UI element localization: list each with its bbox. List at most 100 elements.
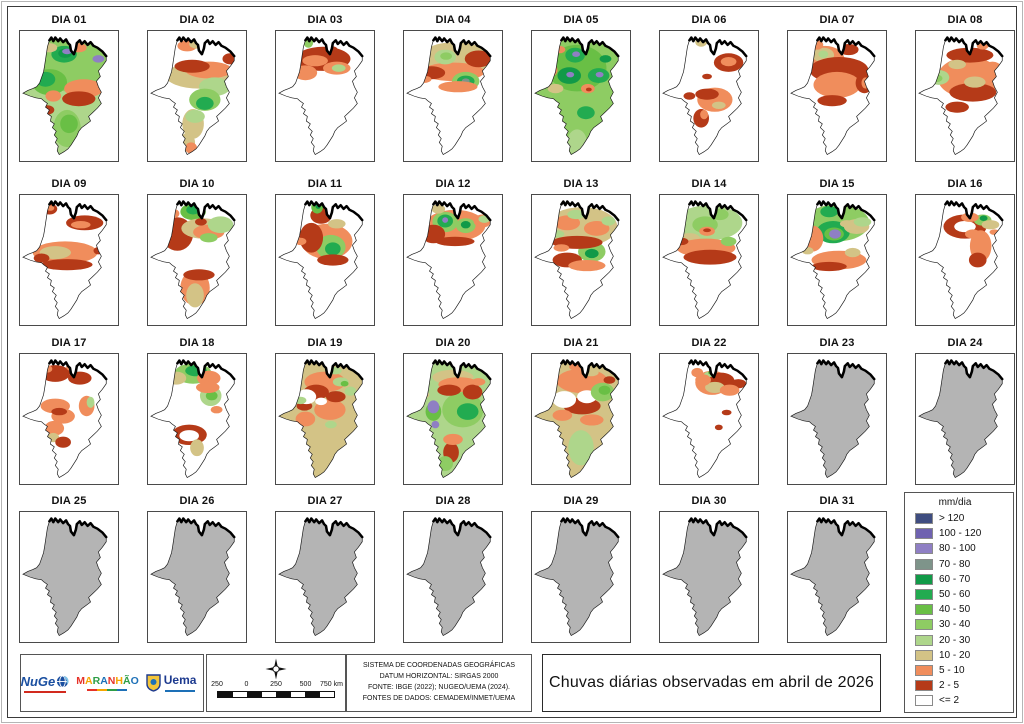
map-title: DIA 14 xyxy=(691,178,727,190)
legend-swatch xyxy=(915,664,933,676)
map-cell-dia-15: DIA 15 xyxy=(787,176,887,326)
legend-item: 60 - 70 xyxy=(915,572,1013,587)
uema-subtitle-bar xyxy=(165,690,196,692)
map-cell-dia-27: DIA 27 xyxy=(275,493,375,643)
map-cell-dia-23: DIA 23 xyxy=(787,335,887,485)
state-map xyxy=(275,511,375,643)
map-cell-dia-29: DIA 29 xyxy=(531,493,631,643)
state-map xyxy=(787,353,887,485)
uema-shield-icon xyxy=(146,674,161,692)
legend-item: 40 - 50 xyxy=(915,602,1013,617)
legend-item: <= 2 xyxy=(915,693,1013,708)
legend-swatch xyxy=(915,680,933,692)
coords-line: DATUM HORIZONTAL: SIRGAS 2000 xyxy=(379,673,499,681)
maranhao-wordmark: MARANHÃO xyxy=(76,675,138,687)
legend-swatch xyxy=(915,619,933,631)
scale-bar-segment xyxy=(319,692,334,697)
state-map xyxy=(403,30,503,162)
state-map xyxy=(19,353,119,485)
map-cell-dia-22: DIA 22 xyxy=(659,335,759,485)
map-title: DIA 08 xyxy=(947,14,983,26)
legend-swatch xyxy=(915,634,933,646)
coords-line: FONTE: IBGE (2022); NUGEO/UEMA (2024). xyxy=(368,684,510,691)
globe-icon xyxy=(57,674,69,688)
map-cell-dia-06: DIA 06 xyxy=(659,12,759,162)
map-cell-dia-11: DIA 11 xyxy=(275,176,375,326)
scale-labels: 250 0 250 500 750 km xyxy=(211,681,343,690)
logos-box: NuGe MARANHÃO Uema FAPEAD xyxy=(20,654,204,712)
map-title: DIA 12 xyxy=(435,178,471,190)
map-cell-dia-04: DIA 04 xyxy=(403,12,503,162)
state-map xyxy=(915,30,1015,162)
map-cell-dia-18: DIA 18 xyxy=(147,335,247,485)
coordinates-box: SISTEMA DE COORDENADAS GEOGRÁFICAS DATUM… xyxy=(346,654,532,712)
map-cell-dia-07: DIA 07 xyxy=(787,12,887,162)
legend-item-label: 20 - 30 xyxy=(939,634,971,646)
map-title: DIA 30 xyxy=(691,495,727,507)
map-cell-dia-17: DIA 17 xyxy=(19,335,119,485)
map-cell-dia-20: DIA 20 xyxy=(403,335,503,485)
map-cell-dia-31: DIA 31 xyxy=(787,493,887,643)
nugeo-subtitle-bar xyxy=(23,690,66,693)
state-map xyxy=(403,194,503,326)
uema-wordmark: Uema xyxy=(163,673,197,687)
maranhao-letter: R xyxy=(92,675,101,687)
state-map xyxy=(275,353,375,485)
map-title: DIA 16 xyxy=(947,178,983,190)
legend-item: 20 - 30 xyxy=(915,633,1013,648)
map-title: DIA 09 xyxy=(51,178,87,190)
state-map xyxy=(659,511,759,643)
legend-item: > 120 xyxy=(915,511,1013,526)
map-cell-dia-12: DIA 12 xyxy=(403,176,503,326)
state-map xyxy=(659,353,759,485)
state-map xyxy=(275,30,375,162)
legend-swatch xyxy=(915,589,933,601)
scale-tick-label: 250 xyxy=(270,681,282,688)
state-map xyxy=(147,30,247,162)
legend-item: 10 - 20 xyxy=(915,648,1013,663)
scale-bar-segment xyxy=(247,692,262,697)
map-cell-dia-30: DIA 30 xyxy=(659,493,759,643)
legend-swatch xyxy=(915,513,933,525)
legend-title: mm/dia xyxy=(938,497,972,508)
maranhao-letter: M xyxy=(76,675,85,687)
map-cell-dia-24: DIA 24 xyxy=(915,335,1015,485)
state-map xyxy=(531,353,631,485)
coords-line: FONTES DE DADOS: CEMADEM/INMET/UEMA xyxy=(362,694,516,702)
map-title: DIA 07 xyxy=(819,14,855,26)
legend-rows: > 120 100 - 120 80 - 100 70 - 80 60 - 70 50 -… xyxy=(915,511,1013,708)
map-cell-dia-01: DIA 01 xyxy=(19,12,119,162)
map-title: DIA 26 xyxy=(179,495,215,507)
state-map xyxy=(531,30,631,162)
state-map xyxy=(659,30,759,162)
map-cell-dia-10: DIA 10 xyxy=(147,176,247,326)
legend-swatch xyxy=(915,695,933,707)
state-map xyxy=(531,194,631,326)
map-cell-dia-02: DIA 02 xyxy=(147,12,247,162)
scale-tick-label: 500 xyxy=(299,681,312,688)
legend-item-label: > 120 xyxy=(939,513,965,525)
state-map xyxy=(403,353,503,485)
legend-item-label: 5 - 10 xyxy=(939,664,965,676)
map-title: DIA 05 xyxy=(563,14,599,26)
map-title: DIA 28 xyxy=(435,495,471,507)
maranhao-letter: N xyxy=(107,675,116,687)
legend-swatch xyxy=(915,649,933,661)
map-title: DIA 22 xyxy=(691,337,727,349)
compass-rose-icon xyxy=(265,658,287,680)
state-map xyxy=(147,511,247,643)
state-map xyxy=(147,353,247,485)
legend-item: 50 - 60 xyxy=(915,587,1013,602)
map-title: DIA 15 xyxy=(819,178,855,190)
state-map xyxy=(531,511,631,643)
map-title: DIA 25 xyxy=(51,495,87,507)
map-title: DIA 20 xyxy=(435,337,471,349)
scale-box: 250 0 250 500 750 km xyxy=(206,654,346,712)
map-cell-dia-03: DIA 03 xyxy=(275,12,375,162)
map-title: DIA 17 xyxy=(51,337,87,349)
state-map xyxy=(659,194,759,326)
maranhao-subtitle-bar xyxy=(87,689,128,691)
legend-item: 100 - 120 xyxy=(915,526,1013,541)
map-title: DIA 31 xyxy=(819,495,855,507)
legend-item: 30 - 40 xyxy=(915,617,1013,632)
